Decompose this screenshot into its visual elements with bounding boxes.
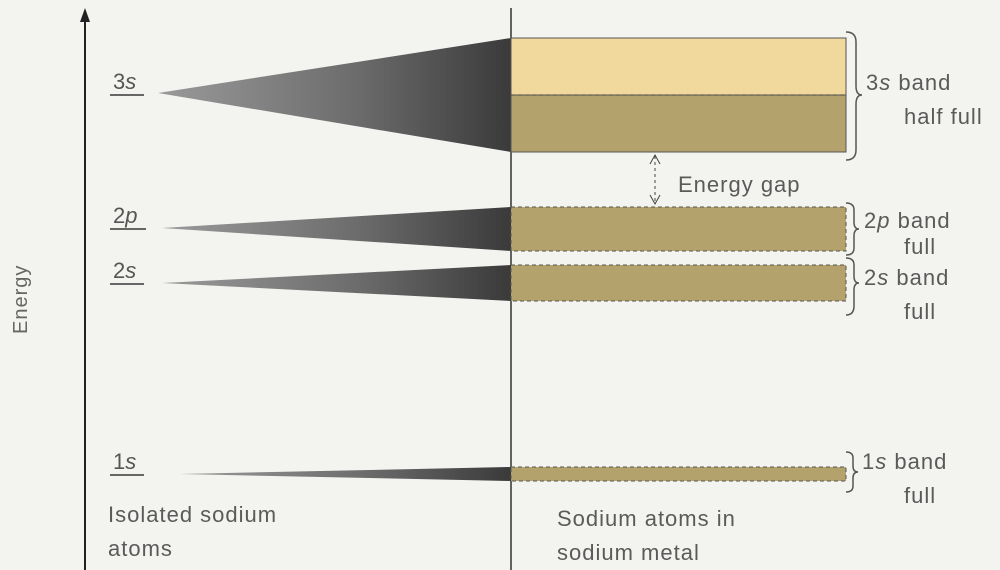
band-label-2s: 2s band full [864, 265, 950, 324]
band-label-1s: 1s band full [862, 449, 948, 508]
band-3s-empty-half [510, 37, 847, 96]
energy-axis-arrowhead [80, 8, 90, 22]
energy-axis-label: Energy [10, 264, 32, 334]
band-2p [510, 206, 847, 252]
band-label-2p: 2p band full [864, 208, 951, 259]
band-3s-filled-half [510, 94, 847, 153]
band-label-3s: 3s band half full [866, 70, 983, 129]
energy-gap-label: Energy gap [678, 172, 801, 197]
wedge-2p [162, 207, 511, 251]
atom-level-2p: 2p [110, 204, 146, 230]
brace-2p [845, 202, 860, 256]
brace-2s [845, 257, 860, 316]
wedge-3s [158, 38, 511, 152]
wedge-1s [180, 467, 511, 481]
atom-level-2s: 2s [110, 259, 145, 285]
brace-3s [845, 31, 863, 161]
atom-level-1s: 1s [110, 450, 145, 476]
band-1s [510, 466, 847, 482]
caption-sodium-metal: Sodium atoms in sodium metal [557, 506, 736, 565]
atom-level-3s: 3s [110, 70, 145, 96]
brace-1s [845, 451, 859, 493]
wedge-2s [162, 265, 511, 301]
band-2s [510, 264, 847, 302]
caption-isolated-atoms: Isolated sodium atoms [108, 502, 278, 561]
